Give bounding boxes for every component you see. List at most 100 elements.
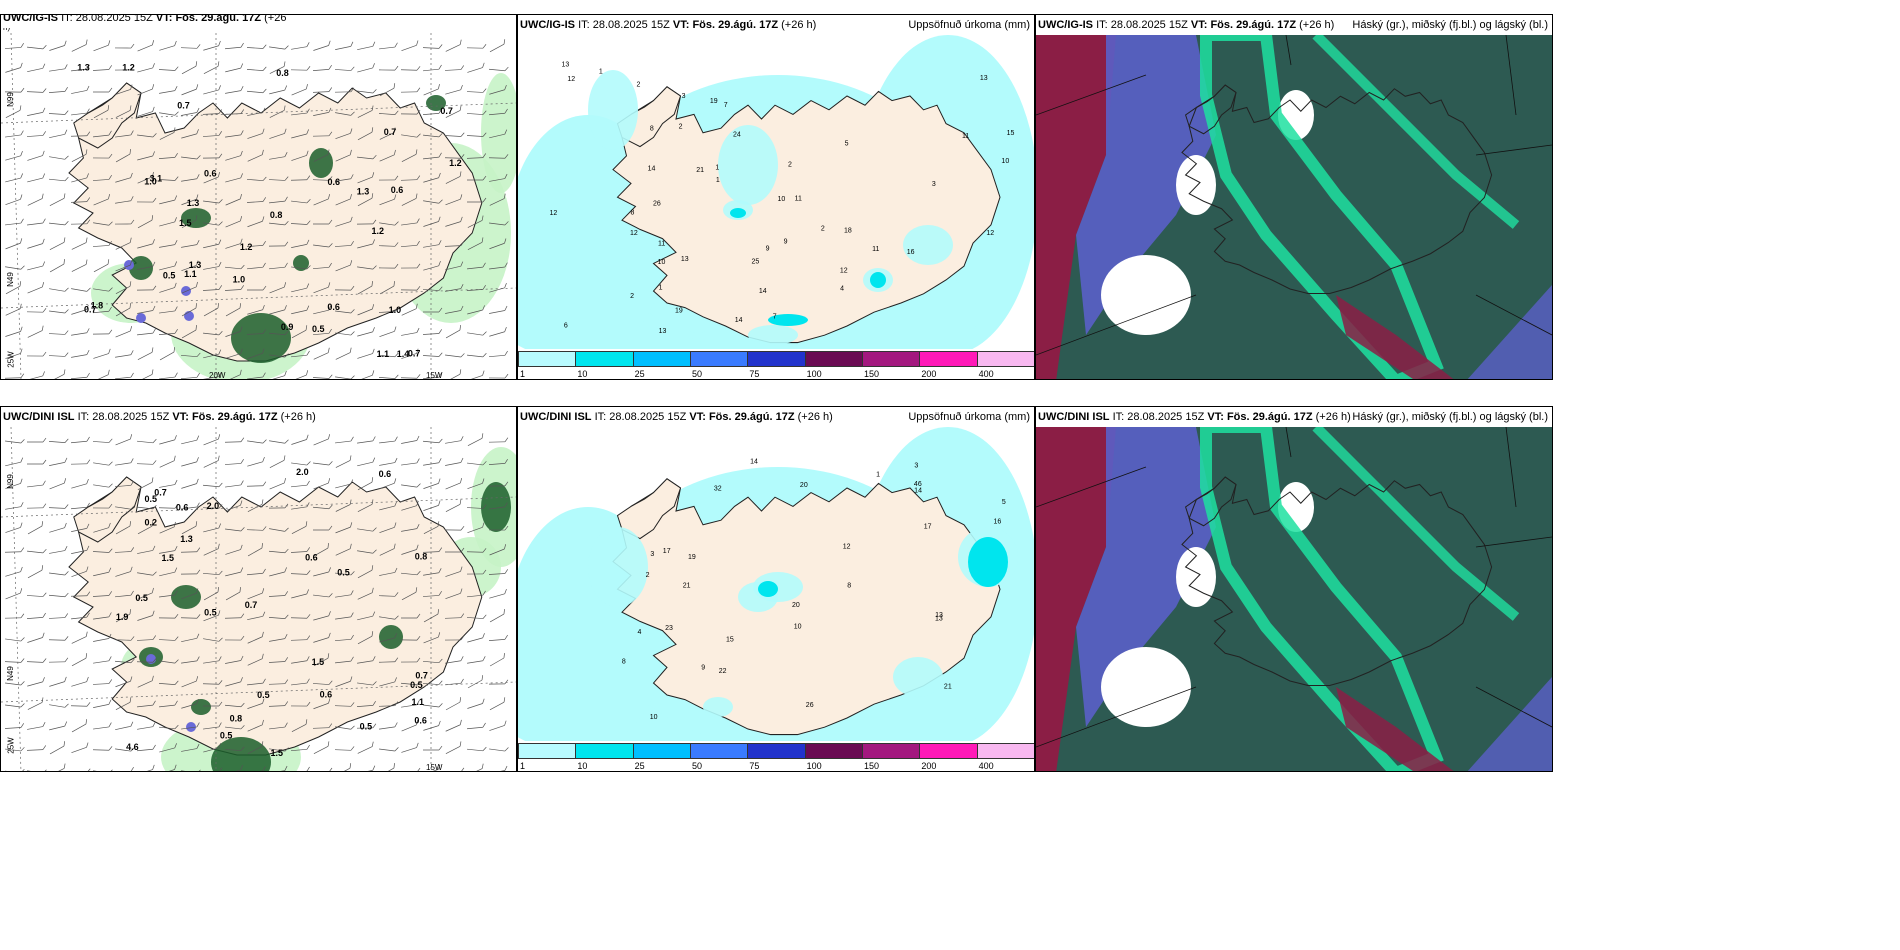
precip-value-label: 8 [650, 125, 654, 132]
lat-label: N49 [5, 666, 15, 681]
precip-value-label: 13 [561, 62, 569, 69]
panel-title: Háský (gr.), miðský (fj.bl.) og lágský (… [1352, 19, 1548, 31]
lead-time: (+26 h) [1315, 411, 1351, 423]
precip-value-label: 1 [659, 285, 663, 292]
precip-value-label: 6 [564, 323, 568, 330]
precip-value-label: 14 [735, 317, 743, 324]
precip-value-label: 10 [658, 259, 666, 266]
legend-tick: 150 [864, 761, 880, 771]
legend-tick: 1 [520, 761, 526, 771]
precip-value-label: 0.8 [270, 210, 283, 220]
precip-value-label: 1 [876, 471, 880, 478]
precip-map: 2622191714101315461620322023172113142112… [518, 427, 1034, 741]
it-value: 28.08.2025 15Z [1110, 19, 1188, 31]
precip-value-label: 0.7 [154, 488, 167, 498]
legend-tick: 100 [806, 761, 822, 771]
precip-value-label: 2.0 [296, 467, 309, 477]
legend-tick: 50 [692, 369, 703, 379]
precip-value-label: 0.5 [257, 690, 270, 700]
panel-title: Háský (gr.), miðský (fj.bl.) og lágský (… [1352, 411, 1548, 423]
precip-value-label: 13 [681, 256, 689, 263]
precip-value-label: 10 [777, 196, 785, 203]
it-label: IT: [61, 14, 73, 24]
precip-value-label: 2 [679, 124, 683, 131]
precip-value-label: 13 [659, 328, 667, 335]
precip-value-label: 0.5 [163, 270, 176, 280]
precip-value-label: 22 [719, 668, 727, 675]
precip-value-label: 1.3 [357, 186, 370, 196]
precip-value-label: 17 [924, 523, 932, 530]
precip-value-label: 32 [714, 486, 722, 493]
lead-time: (+26 h) [781, 19, 817, 31]
precip-value-label: 19 [675, 308, 683, 315]
panel-header: UWC/IG-IS IT: 28.08.2025 15Z VT: Fös. 29… [1036, 15, 1552, 35]
it-label: IT: [77, 411, 90, 423]
precip-value-label: 0.6 [305, 552, 318, 562]
precip-value-label: 2 [821, 226, 825, 233]
precip-value-label: 10 [1001, 158, 1009, 165]
legend-swatch [919, 743, 978, 759]
precip-value-label: 3.1 [150, 174, 163, 184]
vt-label: VT: [672, 19, 690, 31]
precip-value-label: 12 [549, 210, 557, 217]
precip-value-label: 3 [650, 551, 654, 558]
vt-value: Fös. 29.ágú. 17Z [1210, 19, 1297, 31]
legend-swatch [919, 351, 978, 367]
model-name: UWC/IG-IS [1038, 19, 1093, 31]
precip-value-label: 0.8 [230, 713, 243, 723]
precip-map: 1213121315127136111011131292125221101419… [518, 35, 1034, 349]
precip-value-label: 0.5 [360, 722, 373, 732]
cloud-map [1036, 427, 1552, 771]
legend-tick: 400 [978, 761, 994, 771]
lon-label: 15W [426, 763, 443, 772]
precip-value-label: 12 [843, 544, 851, 551]
precip-value-label: 15 [1007, 130, 1015, 137]
legend-tick: 10 [577, 369, 588, 379]
precip-value-label: 21 [683, 582, 691, 589]
model-name: UWC/IG-IS [3, 14, 58, 24]
legend-tick: 1 [520, 369, 526, 379]
panel-header: UWC/DINI ISL IT: 28.08.2025 15Z VT: Fös.… [518, 407, 1034, 427]
legend-swatch [976, 743, 1034, 759]
precip-value-label: 1.2 [449, 158, 462, 168]
legend-swatch [518, 743, 577, 759]
vt-label: VT: [1207, 411, 1224, 423]
precip-value-label: 23 [665, 625, 673, 632]
precip-value-label: 11 [962, 133, 969, 140]
model-name: UWC/DINI ISL [1038, 411, 1110, 423]
precip-value-label: 3 [682, 93, 686, 100]
lon-label: 25W [6, 351, 16, 368]
precip-value-label: 0.6 [176, 503, 189, 513]
vt-value: Fös. 29.ágú. 17Z [191, 411, 278, 423]
precip-value-label: 0.6 [391, 185, 404, 195]
precip-value-label: 11 [795, 195, 802, 202]
legend-tick: 75 [749, 761, 760, 771]
legend-swatch [518, 351, 577, 367]
precip-value-label: 0.6 [204, 168, 217, 178]
precip-value-label: 0.9 [281, 322, 294, 332]
precip-value-label: 12 [567, 76, 575, 83]
precip-value-label: 0.7 [84, 305, 97, 315]
lat-label: N49 [5, 272, 15, 287]
precip-value-label: 1 [599, 68, 603, 75]
precip-value-label: 21 [944, 683, 952, 690]
it-label: IT: [594, 411, 607, 423]
precip-value-label: 0.5 [220, 730, 233, 740]
precip-panel-top: UWC/IG-IS IT: 28.08.2025 15Z VT: Fös. 29… [517, 14, 1035, 380]
precip-value-label: 2 [788, 162, 792, 169]
panel-header: UWC/DINI ISL IT: 28.08.2025 15Z VT: Fös.… [1036, 407, 1552, 427]
precip-value-label: 1.0 [389, 305, 402, 315]
precip-value-label: 1.1 [184, 269, 197, 279]
legend-swatch [862, 351, 921, 367]
legend-tick: 10 [577, 761, 588, 771]
legend-swatch [690, 743, 749, 759]
panel-header: UWC/DINI ISL IT: 28.08.2025 15Z VT: Fös.… [1, 407, 516, 427]
legend-swatch [575, 351, 634, 367]
precip-value-label: 2 [630, 293, 634, 300]
precip-value-label: 3 [932, 181, 936, 188]
precip-value-label: 0.7 [440, 106, 453, 116]
cloud-panel-bottom: UWC/DINI ISL IT: 28.08.2025 15Z VT: Fös.… [1035, 406, 1553, 772]
precip-value-label: 1.3 [180, 534, 193, 544]
legend-swatch [747, 743, 806, 759]
legend-swatch [804, 351, 863, 367]
